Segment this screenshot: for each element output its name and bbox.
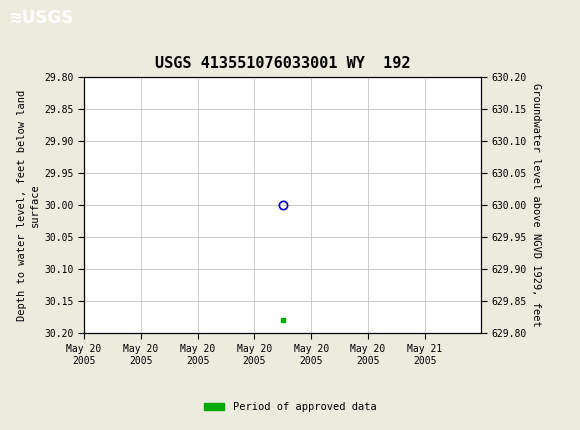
Text: ≋USGS: ≋USGS [9, 9, 74, 27]
Title: USGS 413551076033001 WY  192: USGS 413551076033001 WY 192 [155, 55, 411, 71]
Y-axis label: Groundwater level above NGVD 1929, feet: Groundwater level above NGVD 1929, feet [531, 83, 541, 327]
Y-axis label: Depth to water level, feet below land
surface: Depth to water level, feet below land su… [17, 90, 40, 321]
Legend: Period of approved data: Period of approved data [200, 398, 380, 416]
